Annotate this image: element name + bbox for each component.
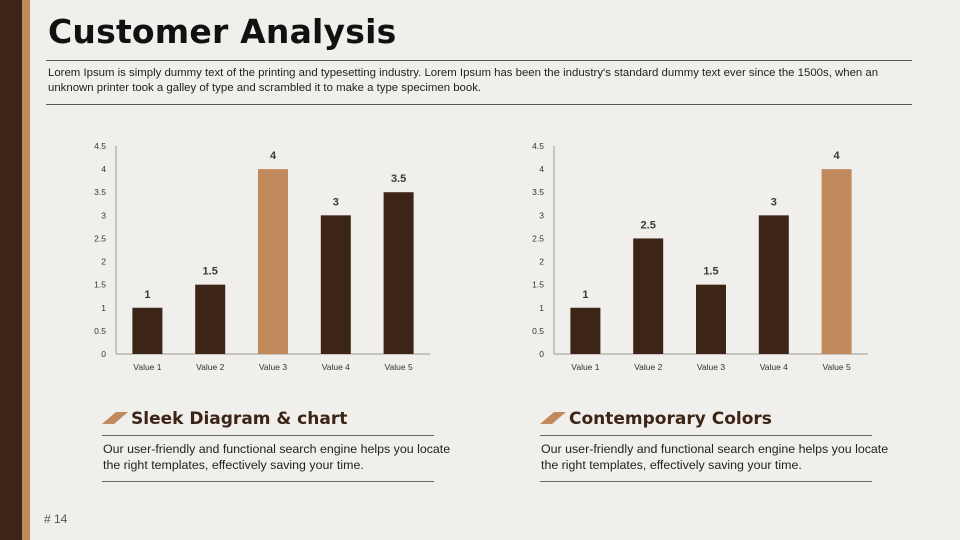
feature-title: Sleek Diagram & chart [131,409,348,429]
feature-bottom-rule [540,481,872,482]
y-tick-label: 2.5 [532,233,544,243]
chart-bar [383,192,414,354]
feature-top-rule [102,435,434,436]
y-tick-label: 1 [539,303,544,313]
x-tick-label: Value 3 [697,362,725,372]
x-tick-label: Value 2 [196,362,224,372]
data-label: 1 [144,289,150,301]
x-tick-label: Value 2 [634,362,662,372]
feature-body: Our user-friendly and functional search … [103,442,451,472]
left-accent-stripe [22,0,30,540]
bar-chart-left: 0 0.5 1 1.5 2 2.5 3 3.5 4 4.5 Value 1 1 Value 2 1.5 Va… [82,136,442,376]
y-tick-label: 3.5 [94,187,106,197]
feature-top-rule [540,435,872,436]
y-tick-label: 3.5 [532,187,544,197]
bar-chart-right: 0 0.5 1 1.5 2 2.5 3 3.5 4 4.5 Value 1 1 Value 2 2.5 Va… [520,136,880,376]
chart-bar [633,238,664,354]
bar-chart-left-svg: 0 0.5 1 1.5 2 2.5 3 3.5 4 4.5 Value 1 1 Value 2 1.5 Va… [94,141,430,372]
intro-divider [46,104,912,105]
y-tick-label: 4 [539,164,544,174]
x-tick-label: Value 5 [822,362,850,372]
x-tick-label: Value 4 [760,362,788,372]
chart-bar [195,284,226,354]
y-tick-label: 3 [539,210,544,220]
intro-text: Lorem Ipsum is simply dummy text of the … [48,67,879,94]
y-tick-label: 0 [539,349,544,359]
data-label: 4 [270,150,277,162]
x-tick-label: Value 4 [322,362,350,372]
left-brown-bar [0,0,22,540]
x-tick-label: Value 3 [259,362,287,372]
data-label: 3.5 [391,173,406,185]
y-tick-label: 1.5 [532,280,544,290]
y-tick-label: 4.5 [532,141,544,151]
chart-bar [696,284,726,354]
y-tick-label: 0 [101,349,106,359]
y-tick-label: 1 [101,303,106,313]
feature-bottom-rule [102,481,434,482]
bar-chart-right-svg: 0 0.5 1 1.5 2 2.5 3 3.5 4 4.5 Value 1 1 Value 2 2.5 Va… [532,141,868,372]
y-tick-label: 0.5 [94,326,106,336]
chart-bar [132,307,163,354]
x-tick-label: Value 1 [133,362,161,372]
chart-bar [258,169,288,354]
data-label: 4 [834,150,841,162]
feature-body: Our user-friendly and functional search … [541,442,889,472]
data-label: 3 [333,196,339,208]
chart-bar [570,307,601,354]
data-label: 3 [771,196,777,208]
y-tick-label: 4 [101,164,106,174]
feature-title: Contemporary Colors [569,409,772,429]
slash-accent-icon [102,412,128,424]
y-tick-label: 0.5 [532,326,544,336]
y-tick-label: 2 [539,257,544,267]
data-label: 2.5 [641,219,656,231]
x-tick-label: Value 5 [384,362,412,372]
x-tick-label: Value 1 [571,362,599,372]
y-tick-label: 3 [101,210,106,220]
data-label: 1.5 [203,266,218,278]
y-tick-label: 2 [101,257,106,267]
page-number: # 14 [44,512,68,526]
slide-title: Customer Analysis [48,12,397,51]
data-label: 1 [582,289,588,301]
chart-bar [821,169,852,354]
data-label: 1.5 [703,266,718,278]
y-tick-label: 2.5 [94,233,106,243]
chart-bar [320,215,351,354]
y-tick-label: 4.5 [94,141,106,151]
slash-accent-icon [540,412,566,424]
y-tick-label: 1.5 [94,280,106,290]
chart-bar [758,215,789,354]
title-divider [46,60,912,61]
